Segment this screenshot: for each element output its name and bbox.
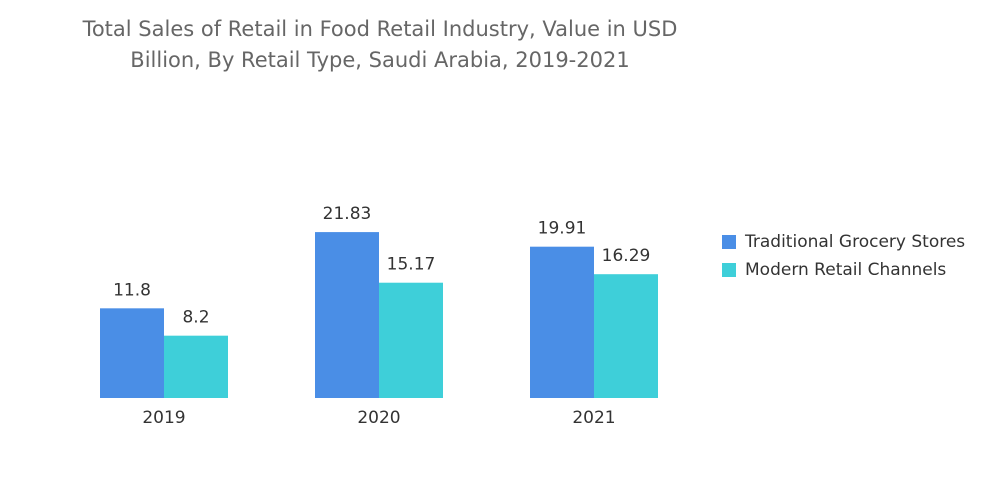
- legend-swatch: [722, 263, 736, 277]
- legend-label: Modern Retail Channels: [745, 260, 946, 280]
- data-label: 11.8: [113, 280, 151, 300]
- bar: [100, 308, 164, 398]
- data-label: 8.2: [182, 308, 209, 328]
- bar: [164, 335, 228, 398]
- data-label: 15.17: [387, 255, 436, 275]
- bar: [594, 274, 658, 398]
- bar: [315, 232, 379, 398]
- x-tick-label: 2019: [142, 408, 185, 428]
- chart-title: Total Sales of Retail in Food Retail Ind…: [82, 17, 678, 72]
- legend-swatch: [722, 235, 736, 249]
- bar: [379, 282, 443, 398]
- bar: [530, 246, 594, 398]
- x-tick-label: 2020: [357, 408, 400, 428]
- data-label: 19.91: [538, 219, 587, 239]
- data-label: 21.83: [323, 204, 372, 224]
- legend-label: Traditional Grocery Stores: [744, 232, 965, 252]
- data-label: 16.29: [602, 246, 651, 266]
- x-tick-label: 2021: [572, 408, 615, 428]
